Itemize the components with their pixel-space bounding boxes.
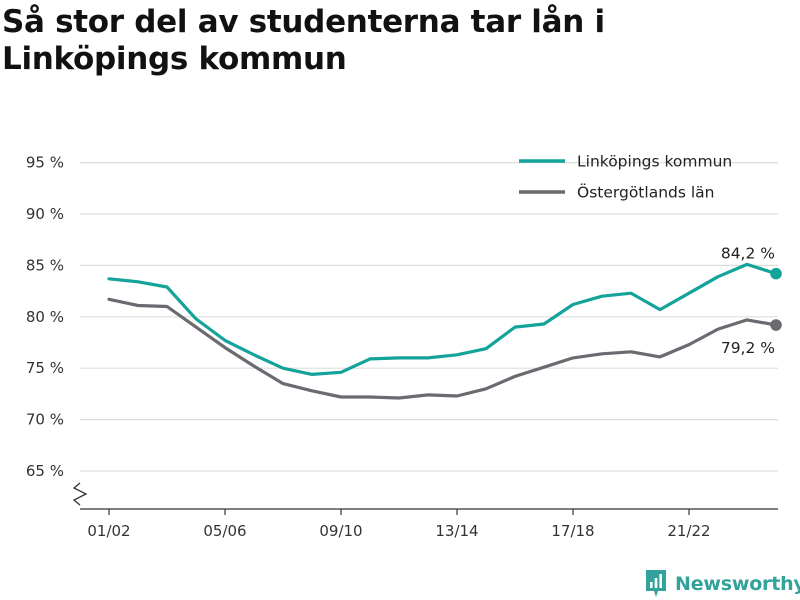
newsworthy-logo-icon <box>646 570 666 597</box>
x-tick-label: 09/10 <box>319 522 362 540</box>
x-tick-label: 01/02 <box>87 522 130 540</box>
y-tick-label: 85 % <box>26 256 64 274</box>
x-axis-tick-labels: 01/02 05/06 09/10 13/14 17/18 21/22 <box>87 509 711 540</box>
end-point-marker <box>770 319 782 331</box>
y-tick-label: 65 % <box>26 462 64 480</box>
y-tick-label: 95 % <box>26 154 64 172</box>
brand-name: Newsworthy <box>675 573 800 595</box>
grid-lines <box>80 162 778 472</box>
series-line <box>107 262 778 376</box>
legend-label: Linköpings kommun <box>577 153 732 171</box>
end-value-label: 84,2 % <box>721 245 775 263</box>
y-axis-tick-labels: 65 % 70 % 75 % 80 % 85 % 90 % 95 % <box>26 154 64 480</box>
x-tick-label: 17/18 <box>551 522 594 540</box>
x-tick-label: 13/14 <box>435 522 478 540</box>
series-line <box>107 297 778 400</box>
end-point-marker <box>770 267 782 280</box>
legend: Linköpings kommun Östergötlands län <box>519 153 732 202</box>
x-axis <box>72 482 778 510</box>
y-tick-label: 70 % <box>26 411 64 429</box>
y-tick-label: 90 % <box>26 205 64 223</box>
brand: Newsworthy <box>644 569 800 599</box>
end-value-label: 79,2 % <box>721 339 775 357</box>
page-title: Så stor del av studenterna tar lån i Lin… <box>2 4 605 77</box>
series-lines: 84,2 % 79,2 % <box>107 245 782 400</box>
x-tick-label: 21/22 <box>667 522 710 540</box>
x-tick-label: 05/06 <box>203 522 246 540</box>
legend-label: Östergötlands län <box>577 183 715 202</box>
axis-break-icon <box>72 482 88 506</box>
y-tick-label: 75 % <box>26 359 64 377</box>
y-tick-label: 80 % <box>26 308 64 326</box>
